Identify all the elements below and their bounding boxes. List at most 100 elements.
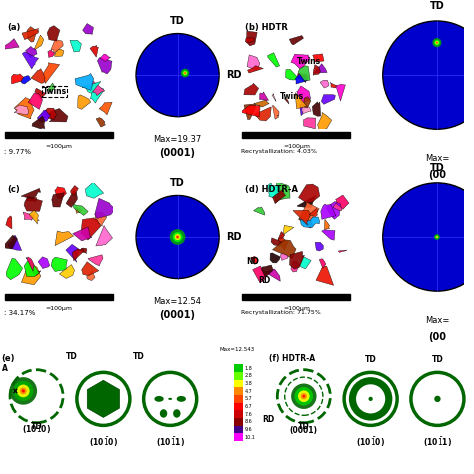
Text: (e): (e) — [1, 354, 15, 363]
Polygon shape — [87, 271, 95, 281]
Polygon shape — [92, 81, 105, 96]
Circle shape — [184, 72, 186, 74]
Polygon shape — [336, 195, 349, 209]
Polygon shape — [55, 187, 66, 199]
Polygon shape — [55, 231, 73, 246]
Circle shape — [436, 236, 438, 238]
Polygon shape — [273, 105, 279, 119]
Polygon shape — [297, 86, 310, 103]
Polygon shape — [255, 107, 271, 121]
Polygon shape — [254, 100, 269, 107]
Text: 6.7: 6.7 — [245, 404, 252, 409]
Polygon shape — [247, 55, 260, 70]
Polygon shape — [254, 207, 265, 215]
Circle shape — [291, 383, 317, 409]
Text: TD: TD — [133, 353, 144, 362]
Polygon shape — [240, 105, 260, 117]
Circle shape — [434, 396, 441, 402]
FancyArrowPatch shape — [113, 404, 114, 406]
Circle shape — [302, 395, 305, 398]
Polygon shape — [90, 46, 98, 57]
Polygon shape — [338, 250, 347, 253]
Polygon shape — [244, 83, 259, 95]
Polygon shape — [51, 257, 67, 272]
Polygon shape — [59, 264, 74, 279]
FancyBboxPatch shape — [5, 132, 113, 138]
Polygon shape — [275, 182, 290, 203]
Text: : 9.77%: : 9.77% — [4, 148, 31, 155]
Polygon shape — [79, 248, 87, 254]
Polygon shape — [321, 204, 336, 219]
Polygon shape — [272, 94, 276, 101]
Circle shape — [170, 229, 185, 245]
Circle shape — [368, 397, 373, 401]
Polygon shape — [95, 198, 115, 219]
Polygon shape — [37, 110, 50, 122]
Polygon shape — [33, 271, 41, 275]
Circle shape — [349, 377, 392, 420]
Polygon shape — [47, 26, 60, 41]
Polygon shape — [96, 118, 106, 127]
Text: TD: TD — [365, 355, 376, 364]
Polygon shape — [247, 66, 264, 73]
Text: (10$\bar{1}$1): (10$\bar{1}$1) — [155, 436, 185, 449]
Polygon shape — [21, 188, 41, 199]
Polygon shape — [273, 240, 296, 258]
Text: 5.7: 5.7 — [245, 396, 252, 401]
Polygon shape — [6, 258, 23, 280]
Text: TD: TD — [31, 422, 43, 431]
Polygon shape — [21, 263, 41, 285]
Polygon shape — [313, 54, 324, 62]
Bar — [234, 410, 243, 418]
Text: 9.6: 9.6 — [245, 427, 252, 432]
FancyBboxPatch shape — [242, 132, 350, 138]
Circle shape — [383, 183, 474, 291]
Text: 4.7: 4.7 — [245, 389, 252, 394]
Polygon shape — [97, 57, 112, 74]
Polygon shape — [24, 259, 39, 277]
Polygon shape — [82, 82, 101, 93]
Polygon shape — [35, 88, 46, 100]
Text: (00: (00 — [428, 170, 446, 180]
Polygon shape — [293, 210, 311, 225]
Polygon shape — [38, 257, 50, 269]
Bar — [234, 356, 243, 365]
Text: (a): (a) — [7, 23, 20, 32]
Polygon shape — [301, 105, 311, 113]
Polygon shape — [267, 53, 280, 67]
Polygon shape — [321, 95, 335, 104]
Polygon shape — [333, 203, 342, 211]
Text: Twins: Twins — [296, 57, 320, 66]
Polygon shape — [280, 254, 288, 260]
Polygon shape — [322, 230, 335, 240]
Polygon shape — [73, 227, 92, 241]
Polygon shape — [11, 74, 24, 84]
Circle shape — [22, 389, 25, 392]
Polygon shape — [299, 184, 320, 203]
Polygon shape — [244, 104, 256, 119]
Text: RD: RD — [259, 276, 271, 285]
Polygon shape — [48, 109, 68, 122]
Polygon shape — [298, 66, 310, 81]
Polygon shape — [91, 89, 103, 103]
Polygon shape — [2, 38, 19, 49]
Polygon shape — [28, 93, 43, 109]
Text: =100μm: =100μm — [283, 144, 310, 149]
Text: 7.6: 7.6 — [245, 412, 252, 417]
Text: TD: TD — [429, 1, 444, 11]
Text: (10$\bar{1}$0): (10$\bar{1}$0) — [89, 436, 118, 449]
Text: 10.1: 10.1 — [245, 435, 255, 440]
Polygon shape — [295, 74, 307, 84]
Text: (f) HDTR-A: (f) HDTR-A — [269, 354, 315, 363]
Text: Recrystallization: 4.03%: Recrystallization: 4.03% — [241, 148, 317, 154]
Ellipse shape — [168, 398, 172, 400]
Polygon shape — [285, 69, 299, 80]
Polygon shape — [34, 35, 44, 50]
Text: 1.8: 1.8 — [245, 365, 252, 371]
Polygon shape — [300, 256, 311, 269]
Text: RD: RD — [263, 415, 275, 424]
Text: : 34.17%: : 34.17% — [4, 310, 35, 317]
Text: TD: TD — [298, 422, 310, 431]
Polygon shape — [29, 210, 39, 224]
Text: (b) HDTR: (b) HDTR — [245, 23, 287, 32]
